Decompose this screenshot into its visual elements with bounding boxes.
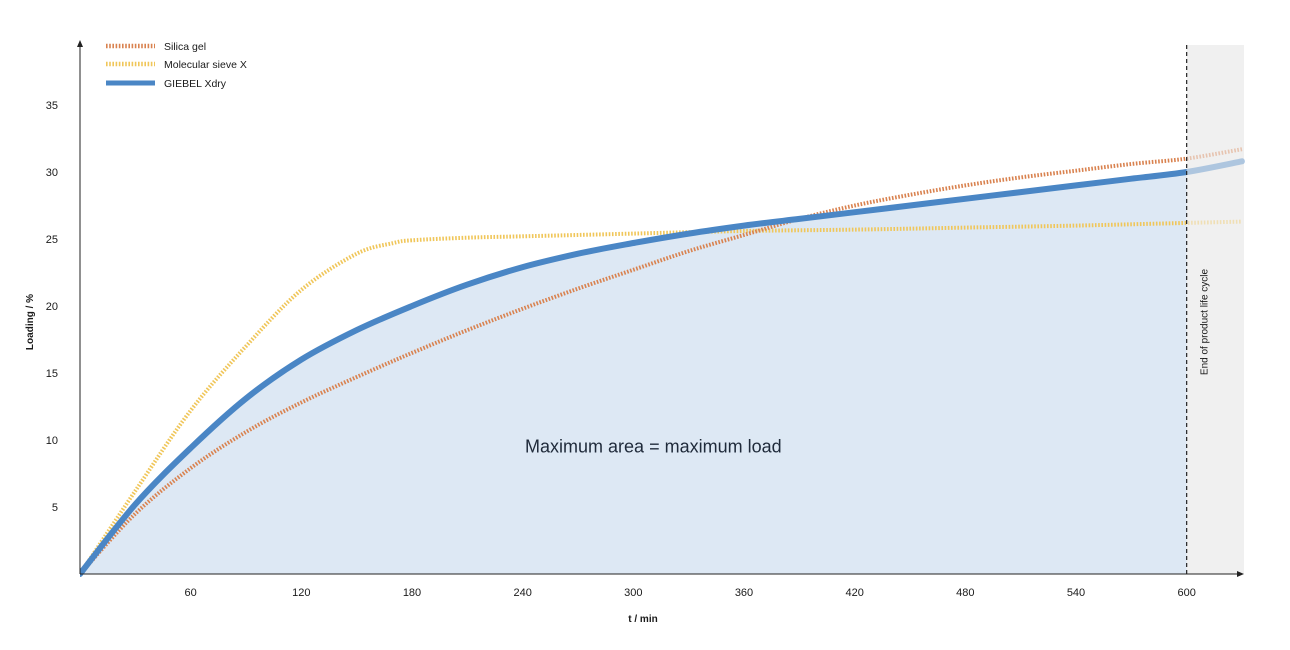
x-tick-label: 240 [513, 587, 531, 599]
y-tick-label: 5 [52, 502, 58, 514]
x-tick-label: 60 [185, 587, 197, 599]
annotation-end-of-life: End of product life cycle [1200, 268, 1211, 375]
legend-molecular-sieve-x: Molecular sieve X [106, 59, 247, 71]
series-molecular-sieve-x [80, 220, 1187, 576]
x-tick-label: 420 [845, 587, 863, 599]
x-tick-label: 120 [292, 587, 310, 599]
x-tick-label: 480 [956, 587, 974, 599]
legend-giebel-xdry: GIEBEL Xdry [106, 78, 227, 90]
x-axis-title: t / min [628, 614, 657, 625]
y-axis-arrow [77, 40, 83, 47]
end-of-life-region [1186, 45, 1244, 574]
y-axis-title: Loading / % [25, 294, 36, 350]
annotation-maximum-area: Maximum area = maximum load [525, 437, 782, 457]
x-tick-label: 360 [735, 587, 753, 599]
y-tick-label: 25 [46, 234, 58, 246]
y-tick-label: 15 [46, 368, 58, 380]
legend-silica-gel: Silica gel [106, 41, 206, 53]
x-tick-label: 600 [1177, 587, 1195, 599]
x-axis-arrow [1237, 571, 1244, 577]
y-tick-label: 30 [46, 167, 58, 179]
legend-label: Molecular sieve X [164, 59, 247, 71]
y-tick-label: 35 [46, 100, 58, 112]
x-tick-label: 540 [1067, 587, 1085, 599]
series-giebel-xdry [80, 168, 1187, 577]
y-tick-label: 20 [46, 301, 58, 313]
x-tick-label: 180 [403, 587, 421, 599]
legend-label: Silica gel [164, 41, 206, 53]
series-silica-gel [80, 156, 1187, 576]
x-tick-label: 300 [624, 587, 642, 599]
legend-label: GIEBEL Xdry [164, 78, 227, 90]
maximum-area-fill [80, 172, 1187, 574]
y-tick-label: 10 [46, 435, 58, 447]
